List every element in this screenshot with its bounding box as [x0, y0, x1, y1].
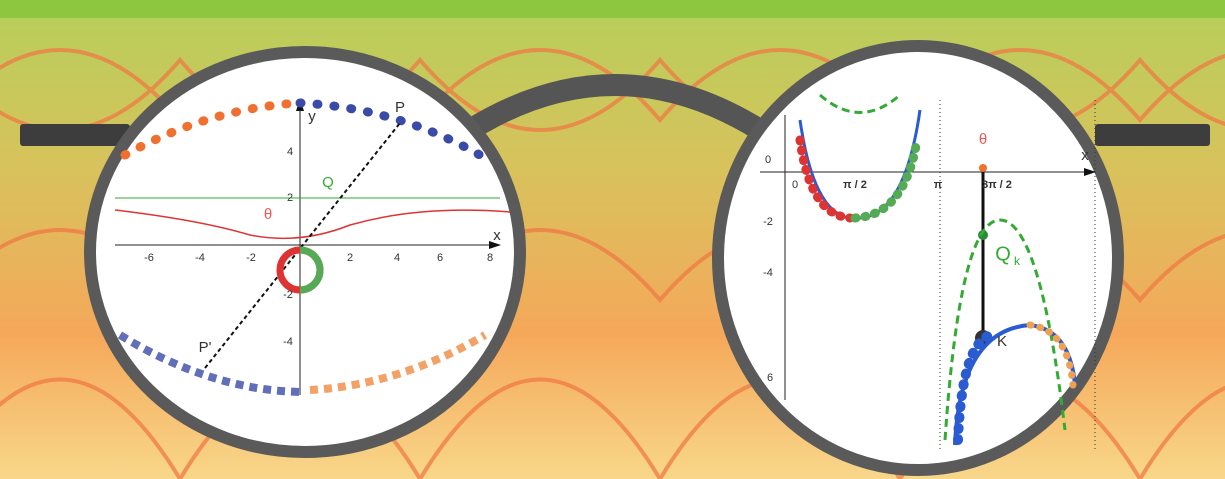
x-tick-label: -4 [195, 252, 205, 264]
right-temple [1095, 124, 1210, 146]
x-tick-label: 2 [347, 252, 353, 264]
point-label: Q [995, 243, 1011, 265]
point-label: Q [322, 174, 334, 191]
x-tick-label: 4 [394, 252, 400, 264]
left-temple [20, 124, 130, 146]
x-tick-label: -2 [246, 252, 256, 264]
y-tick-label: -4 [283, 336, 293, 348]
top-stripe [0, 0, 1225, 18]
point-label: P' [199, 339, 212, 356]
illustration: y x -6 -4 -2 2 4 6 8 4 2 -2 -4 P Q θ P' … [0, 0, 1225, 479]
y-tick-label: 4 [287, 146, 293, 158]
y-tick-label: -4 [763, 267, 773, 279]
x-tick-label: 8 [487, 252, 493, 264]
y-tick-label: 0 [765, 154, 771, 166]
x-tick-label: π [934, 179, 943, 191]
x-tick-label: 6 [437, 252, 443, 264]
y-tick-label: -2 [763, 216, 773, 228]
x-tick-label: 3π / 2 [982, 179, 1012, 191]
axis-label: x [493, 227, 501, 244]
point-label: P [395, 99, 405, 116]
x-tick-label: π / 2 [843, 179, 867, 191]
y-tick-label: 2 [287, 192, 293, 204]
point-label: K [997, 333, 1007, 350]
x-tick-label: -6 [144, 252, 154, 264]
point-label: k [1014, 254, 1021, 268]
right-lens [718, 46, 1118, 470]
axis-label: y [308, 108, 316, 125]
point-label: θ [979, 131, 987, 148]
y-tick-label: 6 [767, 372, 773, 384]
point-label: θ [264, 206, 272, 223]
page: y x -6 -4 -2 2 4 6 8 4 2 -2 -4 P Q θ P' … [0, 0, 1225, 479]
x-tick-label: 0 [792, 179, 798, 191]
axis-label: x [1081, 147, 1089, 164]
y-tick-label: -2 [283, 289, 293, 301]
